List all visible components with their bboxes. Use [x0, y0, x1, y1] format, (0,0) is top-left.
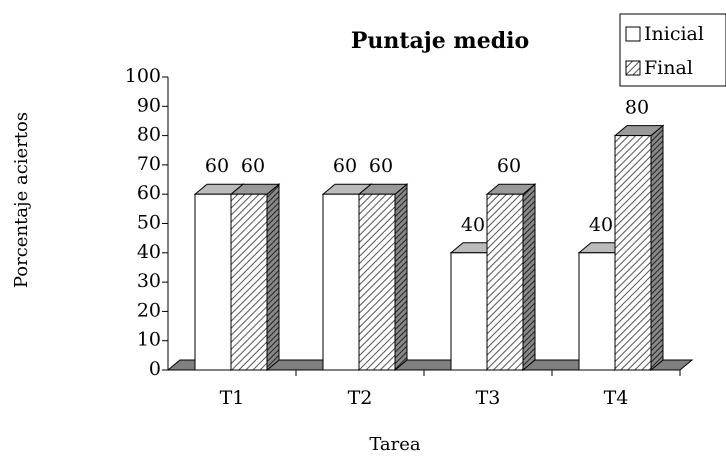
y-tick-label: 70 — [137, 153, 161, 175]
data-label: 60 — [369, 155, 393, 177]
legend-label: Inicial — [644, 23, 704, 45]
bar-side — [394, 183, 408, 372]
x-tick-label: T1 — [220, 387, 245, 409]
y-tick-label: 20 — [137, 299, 161, 321]
bar — [322, 193, 360, 371]
bar — [194, 193, 232, 371]
bar-side — [522, 183, 536, 372]
y-tick-label: 80 — [137, 124, 161, 146]
bar — [578, 252, 616, 371]
data-label: 40 — [589, 214, 613, 236]
data-label: 60 — [497, 155, 521, 177]
y-tick-label: 50 — [137, 212, 161, 234]
x-tick-label: T2 — [348, 387, 373, 409]
chart-title: Puntaje medio — [351, 28, 529, 54]
y-tick-label: 60 — [137, 182, 161, 204]
y-tick-label: 40 — [137, 241, 161, 263]
y-tick-label: 30 — [137, 270, 161, 292]
legend-swatch — [625, 26, 641, 42]
legend-swatch — [625, 60, 641, 76]
y-tick-label: 0 — [149, 358, 161, 380]
x-axis-title: Tarea — [369, 434, 421, 455]
x-tick-label: T3 — [476, 387, 501, 409]
bar — [614, 135, 652, 371]
bar — [450, 252, 488, 371]
bar-side — [266, 183, 280, 372]
y-tick-label: 100 — [125, 65, 161, 87]
data-label: 40 — [461, 214, 485, 236]
data-label: 60 — [333, 155, 357, 177]
data-label: 80 — [625, 97, 649, 119]
bar — [486, 193, 524, 371]
y-tick-label: 10 — [137, 329, 161, 351]
y-axis-title: Porcentaje aciertos — [11, 112, 32, 288]
x-tick-label: T4 — [604, 387, 629, 409]
bar-side — [650, 124, 664, 372]
legend-label: Final — [644, 57, 693, 79]
bar — [230, 193, 268, 371]
data-label: 60 — [241, 155, 265, 177]
bar — [358, 193, 396, 371]
y-tick-label: 90 — [137, 94, 161, 116]
data-label: 60 — [205, 155, 229, 177]
